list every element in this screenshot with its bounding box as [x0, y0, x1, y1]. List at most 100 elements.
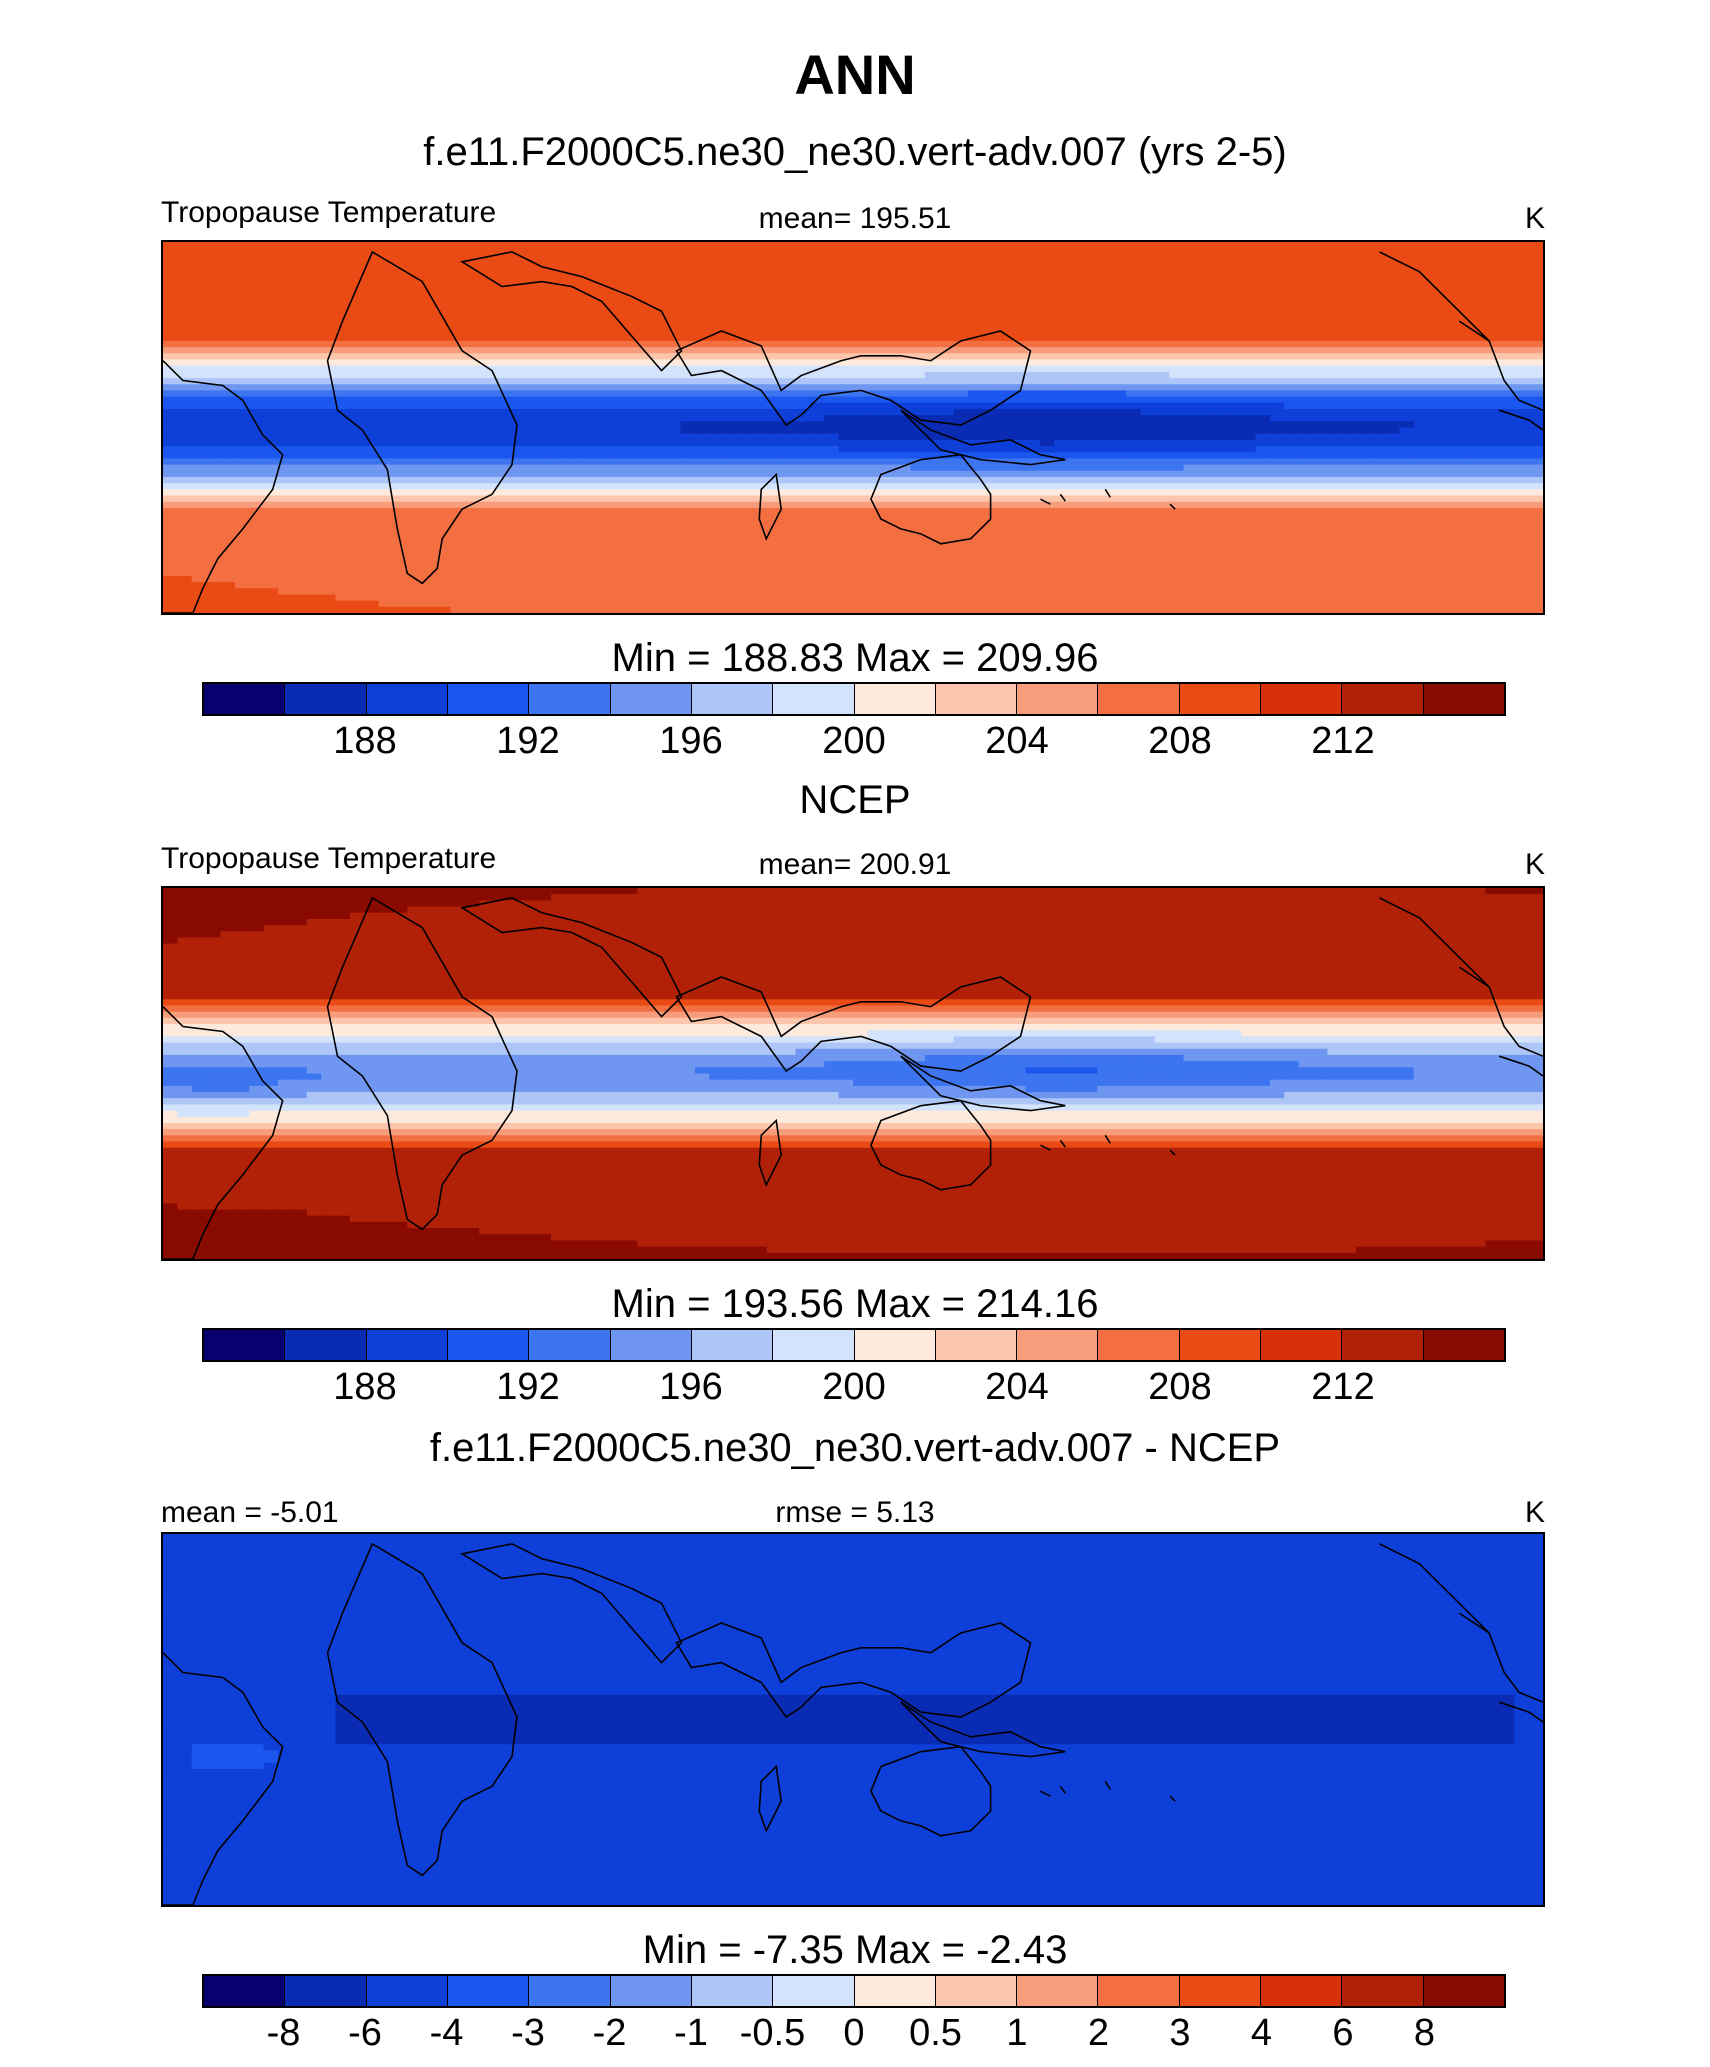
contour-cell: [277, 452, 293, 460]
contour-cell: [867, 421, 883, 429]
contour-cell: [234, 272, 250, 280]
contour-cell: [1255, 526, 1271, 534]
contour-cell: [666, 551, 682, 558]
contour-cell: [1083, 433, 1098, 441]
contour-cell: [450, 353, 466, 361]
contour-cell: [694, 427, 710, 435]
contour-cell: [752, 316, 768, 323]
contour-cell: [321, 303, 337, 311]
contour-cell: [809, 421, 825, 429]
contour-cell: [1485, 538, 1501, 546]
contour-cell: [838, 538, 854, 546]
contour-cell: [436, 291, 452, 299]
contour-cell: [1255, 415, 1271, 422]
contour-cell: [1370, 483, 1386, 490]
contour-cell: [1183, 532, 1199, 540]
contour-cell: [680, 316, 696, 323]
contour-cell: [853, 526, 868, 534]
contour-cell: [436, 365, 452, 373]
contour-cell: [1097, 439, 1113, 447]
contour-cell: [896, 402, 912, 410]
contour-cell: [163, 248, 178, 255]
contour-cell: [924, 483, 940, 490]
contour-cell: [321, 483, 337, 490]
contour-cell: [1226, 371, 1242, 379]
contour-cell: [1514, 427, 1530, 435]
contour-cell: [1198, 427, 1213, 435]
contour-cell: [364, 242, 380, 249]
contour-cell: [1442, 328, 1458, 336]
contour-cell: [335, 433, 351, 441]
contour-cell: [1298, 415, 1314, 422]
contour-cell: [163, 260, 178, 268]
contour-cell: [565, 483, 581, 490]
contour-cell: [1514, 285, 1530, 293]
contour-cell: [263, 452, 279, 460]
contour-cell: [493, 285, 509, 293]
contour-cell: [1528, 353, 1543, 361]
contour-cell: [206, 452, 222, 460]
contour-cell: [996, 378, 1012, 385]
contour-cell: [1025, 514, 1041, 521]
contour-cell: [249, 464, 265, 472]
contour-cell: [579, 248, 595, 255]
contour-cell: [1083, 514, 1098, 521]
contour-cell: [967, 328, 983, 336]
contour-cell: [1341, 551, 1357, 558]
contour-cell: [1212, 340, 1228, 348]
contour-cell: [536, 396, 552, 404]
contour-cell: [1370, 427, 1386, 435]
contour-cell: [1284, 501, 1300, 509]
contour-cell: [694, 446, 710, 453]
contour-cell: [666, 427, 682, 435]
contour-cell: [421, 248, 437, 255]
contour-cell: [867, 334, 883, 342]
contour-cell: [1384, 396, 1400, 404]
contour-cell: [1154, 396, 1170, 404]
contour-cell: [522, 495, 538, 503]
contour-cell: [1011, 328, 1027, 336]
contour-cell: [464, 328, 480, 336]
contour-cell: [752, 439, 768, 447]
contour-cell: [306, 242, 322, 249]
contour-cell: [1226, 452, 1242, 460]
contour-cell: [896, 266, 912, 274]
contour-cell: [220, 458, 236, 466]
contour-cell: [766, 297, 782, 305]
contour-cell: [680, 458, 696, 466]
contour-cell: [1312, 371, 1328, 379]
contour-cell: [1384, 495, 1400, 503]
contour-cell: [953, 489, 969, 497]
contour-cell: [1212, 408, 1228, 416]
contour-cell: [1126, 242, 1142, 249]
contour-cell: [565, 347, 581, 354]
contour-cell: [1140, 526, 1156, 534]
contour-cell: [1226, 514, 1242, 521]
contour-cell: [853, 297, 868, 305]
contour-cell: [551, 532, 567, 540]
contour-cell: [867, 520, 883, 528]
contour-cell: [637, 470, 653, 478]
contour-cell: [982, 347, 998, 354]
contour-cell: [1428, 334, 1443, 342]
contour-cell: [206, 310, 222, 317]
contour-cell: [1140, 272, 1156, 280]
contour-cell: [1284, 520, 1300, 528]
contour-cell: [536, 520, 552, 528]
contour-cell: [867, 415, 883, 422]
contour-cell: [1226, 248, 1242, 255]
contour-cell: [680, 378, 696, 385]
contour-cell: [1370, 526, 1386, 534]
contour-cell: [709, 242, 725, 249]
contour-cell: [292, 328, 308, 336]
contour-cell: [163, 297, 178, 305]
contour-cell: [177, 557, 193, 565]
contour-cell: [1528, 495, 1543, 503]
contour-cell: [1442, 526, 1458, 534]
contour-cell: [867, 538, 883, 546]
contour-cell: [1025, 520, 1041, 528]
panel1-title: f.e11.F2000C5.ne30_ne30.vert-adv.007 (yr…: [423, 130, 1287, 174]
contour-cell: [1312, 378, 1328, 385]
contour-cell: [1097, 452, 1113, 460]
contour-cell: [738, 347, 753, 354]
